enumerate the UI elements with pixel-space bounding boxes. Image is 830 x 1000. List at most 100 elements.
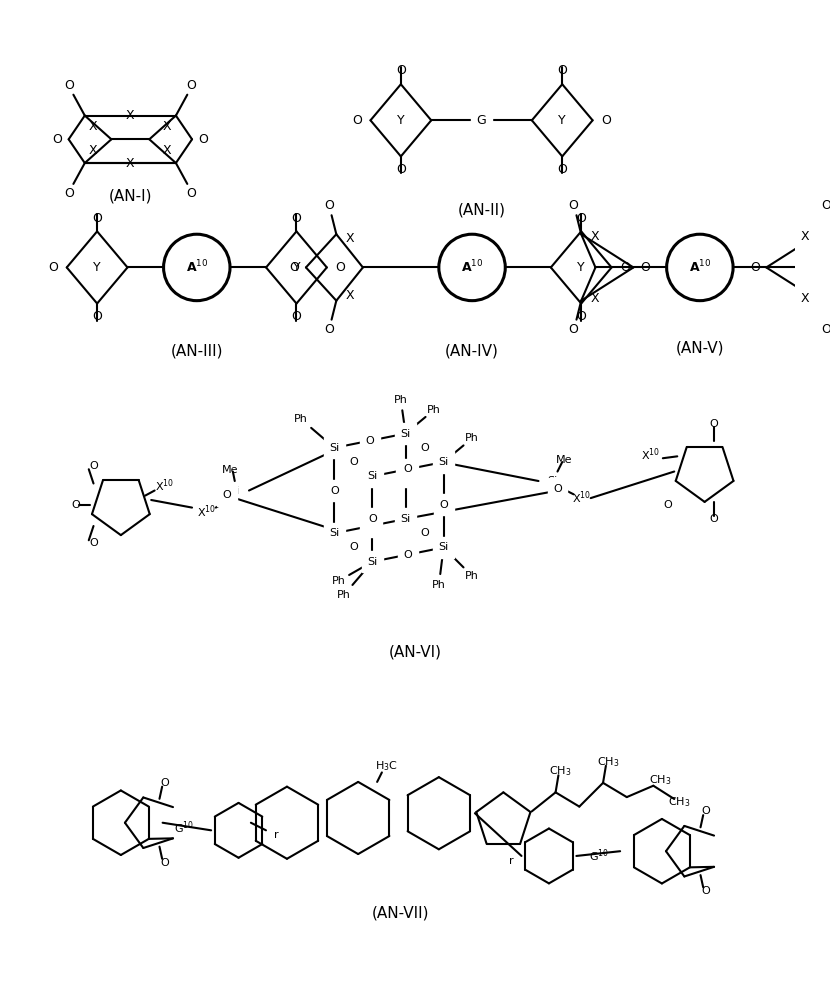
Text: CH$_3$: CH$_3$	[668, 795, 691, 809]
Text: Y: Y	[93, 261, 101, 274]
Text: O: O	[92, 310, 102, 323]
Text: O: O	[291, 310, 301, 323]
Text: Si: Si	[401, 429, 411, 439]
Text: Ph: Ph	[394, 395, 408, 405]
Text: CH$_3$: CH$_3$	[649, 773, 671, 787]
Text: Ph: Ph	[465, 571, 479, 581]
Text: O: O	[701, 806, 710, 816]
Text: O: O	[601, 114, 611, 127]
Text: G: G	[476, 114, 486, 127]
Text: O: O	[396, 64, 406, 77]
Text: O: O	[330, 486, 339, 496]
Text: O: O	[420, 528, 429, 538]
Text: O: O	[750, 261, 759, 274]
Text: Ph: Ph	[337, 590, 351, 600]
Text: O: O	[821, 323, 830, 336]
Text: (AN-VII): (AN-VII)	[372, 905, 430, 920]
Text: O: O	[576, 310, 586, 323]
Text: O: O	[160, 858, 169, 868]
Text: O: O	[324, 199, 334, 212]
Text: X: X	[89, 144, 98, 157]
Text: O: O	[576, 212, 586, 225]
Text: O: O	[89, 538, 98, 548]
Text: X$^{10}$: X$^{10}$	[572, 490, 591, 506]
Text: Y: Y	[397, 114, 405, 127]
Text: X: X	[801, 230, 809, 243]
Text: X: X	[590, 230, 598, 243]
Text: r: r	[510, 856, 514, 866]
Text: Y: Y	[293, 261, 300, 274]
Text: O: O	[553, 484, 562, 494]
Text: X$^{10}$: X$^{10}$	[641, 446, 660, 463]
Text: G$^{10}$: G$^{10}$	[174, 819, 194, 836]
Text: (AN-I): (AN-I)	[109, 189, 152, 204]
Text: O: O	[557, 163, 567, 176]
Text: O: O	[335, 261, 345, 274]
Text: O: O	[349, 457, 358, 467]
Text: O: O	[557, 64, 567, 77]
Text: O: O	[420, 443, 429, 453]
Text: O: O	[92, 212, 102, 225]
Text: O: O	[569, 199, 579, 212]
Text: O: O	[403, 550, 413, 560]
Text: O: O	[664, 500, 672, 510]
Text: O: O	[366, 436, 374, 446]
Text: H$_3$C: H$_3$C	[375, 759, 398, 773]
Text: O: O	[352, 114, 362, 127]
Text: A$^{10}$: A$^{10}$	[689, 259, 711, 276]
Text: O: O	[640, 261, 650, 274]
Text: (AN-V): (AN-V)	[676, 341, 724, 356]
Text: O: O	[439, 500, 448, 510]
Text: Ph: Ph	[295, 414, 308, 424]
Text: Si: Si	[367, 557, 378, 567]
Text: O: O	[48, 261, 58, 274]
Text: X: X	[345, 289, 354, 302]
Text: Si: Si	[330, 528, 339, 538]
Text: O: O	[620, 261, 630, 274]
Text: O: O	[710, 419, 718, 429]
Text: (AN-IV): (AN-IV)	[445, 343, 499, 358]
Text: O: O	[65, 79, 75, 92]
Text: O: O	[396, 163, 406, 176]
Text: X: X	[590, 292, 598, 305]
Text: r: r	[274, 830, 278, 840]
Text: O: O	[186, 187, 196, 200]
Text: O: O	[160, 778, 169, 788]
Text: O: O	[65, 187, 75, 200]
Text: Ph: Ph	[432, 580, 446, 590]
Text: Me: Me	[222, 465, 238, 475]
Text: X: X	[126, 157, 134, 170]
Text: O: O	[821, 199, 830, 212]
Text: CH$_3$: CH$_3$	[597, 755, 619, 769]
Text: O: O	[52, 133, 62, 146]
Text: O: O	[290, 261, 300, 274]
Text: Y: Y	[578, 261, 585, 274]
Text: CH$_3$: CH$_3$	[549, 765, 572, 778]
Text: O: O	[291, 212, 301, 225]
Text: X: X	[126, 109, 134, 122]
Text: Y: Y	[559, 114, 566, 127]
Text: Si: Si	[401, 514, 411, 524]
Text: X$^{10}$: X$^{10}$	[154, 477, 173, 494]
Text: Ph: Ph	[332, 576, 346, 586]
Text: X: X	[89, 120, 98, 133]
Text: Si: Si	[438, 457, 449, 467]
Text: O: O	[349, 542, 358, 552]
Text: O: O	[222, 490, 232, 500]
Text: O: O	[89, 461, 98, 471]
Text: O: O	[324, 323, 334, 336]
Text: O: O	[569, 323, 579, 336]
Text: X$^{10}$: X$^{10}$	[197, 503, 216, 520]
Text: O: O	[368, 514, 377, 524]
Text: X: X	[163, 120, 172, 133]
Text: O: O	[72, 500, 81, 510]
Text: Si: Si	[438, 542, 449, 552]
Text: X: X	[801, 292, 809, 305]
Text: (AN-III): (AN-III)	[170, 343, 223, 358]
Text: Ph: Ph	[427, 405, 441, 415]
Text: Si: Si	[548, 476, 558, 486]
Text: O: O	[710, 514, 718, 524]
Text: O: O	[198, 133, 208, 146]
Text: (AN-VI): (AN-VI)	[388, 644, 442, 659]
Text: O: O	[401, 471, 410, 481]
